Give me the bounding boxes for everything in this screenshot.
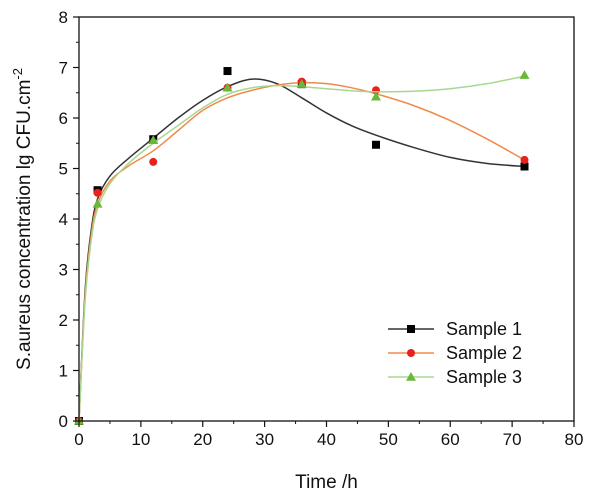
y-axis-title: S.aureus concentration lg CFU.cm-2 bbox=[10, 68, 35, 370]
y-tick-label: 2 bbox=[59, 311, 68, 330]
plot-area bbox=[74, 67, 530, 425]
y-tick-label: 5 bbox=[59, 160, 68, 179]
legend-label: Sample 1 bbox=[446, 319, 522, 339]
data-point-triangle bbox=[296, 79, 307, 88]
data-point-triangle bbox=[222, 82, 233, 92]
x-tick-label: 10 bbox=[131, 430, 150, 449]
data-point-square bbox=[407, 325, 415, 333]
data-point-circle bbox=[407, 349, 415, 357]
data-point-triangle bbox=[406, 372, 416, 381]
x-tick-label: 80 bbox=[565, 430, 584, 449]
legend: Sample 1 Sample 2 Sample 3 bbox=[388, 319, 522, 387]
y-tick-label: 6 bbox=[59, 109, 68, 128]
y-tick-label: 0 bbox=[59, 412, 68, 431]
y-tick-label: 4 bbox=[59, 210, 68, 229]
x-tick-label: 0 bbox=[74, 430, 83, 449]
y-tick-label: 7 bbox=[59, 59, 68, 78]
data-point-triangle bbox=[519, 70, 530, 79]
legend-item-2: Sample 2 bbox=[388, 343, 522, 363]
data-point-square bbox=[520, 162, 529, 171]
axes: 0 10 20 30 40 50 60 70 80 0 1 2 3 4 5 6 7 8 bbox=[59, 8, 584, 449]
x-tick-label: 60 bbox=[441, 430, 460, 449]
data-point-triangle bbox=[92, 198, 103, 208]
series-3 bbox=[74, 70, 530, 425]
x-tick-label: 40 bbox=[317, 430, 336, 449]
legend-item-1: Sample 1 bbox=[388, 319, 522, 339]
y-axis-title-main: S.aureus concentration lg CFU.cm bbox=[14, 80, 35, 370]
data-point-triangle bbox=[371, 91, 381, 101]
data-point-square bbox=[223, 67, 232, 76]
data-point-circle bbox=[93, 188, 102, 197]
x-tick-label: 70 bbox=[503, 430, 522, 449]
y-axis-title-superscript: -2 bbox=[10, 68, 25, 80]
data-point-triangle bbox=[148, 135, 159, 144]
data-point-circle bbox=[149, 157, 158, 166]
x-tick-label: 30 bbox=[255, 430, 274, 449]
x-axis-title: Time /h bbox=[295, 472, 358, 493]
y-tick-label: 3 bbox=[59, 261, 68, 280]
x-tick-label: 20 bbox=[193, 430, 212, 449]
series-fit-line bbox=[78, 75, 525, 422]
y-tick-label: 1 bbox=[59, 362, 68, 381]
legend-label: Sample 3 bbox=[446, 367, 522, 387]
legend-item-3: Sample 3 bbox=[388, 367, 522, 387]
y-tick-label: 8 bbox=[59, 8, 68, 27]
data-point-circle bbox=[520, 155, 529, 164]
x-tick-label: 50 bbox=[379, 430, 398, 449]
legend-label: Sample 2 bbox=[446, 343, 522, 363]
data-point-square bbox=[372, 140, 380, 149]
